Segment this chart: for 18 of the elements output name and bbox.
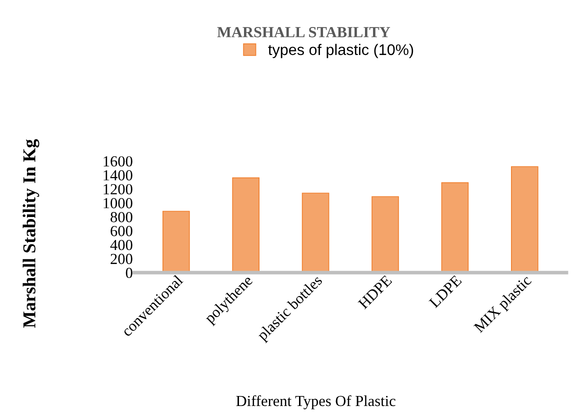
bar	[232, 177, 260, 273]
y-tick-label: 400	[110, 240, 132, 250]
y-tick-label: 1400	[104, 170, 132, 180]
bar	[510, 166, 538, 273]
bar	[441, 182, 469, 273]
bar	[302, 192, 330, 273]
chart-title: MARSHALL STABILITY	[217, 27, 390, 38]
legend-label: types of plastic (10%)	[268, 44, 414, 58]
bar	[162, 210, 190, 273]
y-tick-label: 1000	[104, 198, 132, 208]
y-tick-label: 800	[110, 212, 132, 222]
y-tick-label: 1600	[104, 156, 132, 167]
y-tick-label: 1200	[104, 184, 132, 194]
x-axis-title: Different Types Of Plastic	[236, 395, 396, 410]
y-tick-label: 200	[110, 254, 132, 264]
y-axis-title: Marshall Stability In Kg	[22, 139, 40, 328]
y-tick-label: 600	[110, 226, 132, 236]
bar	[372, 196, 399, 273]
